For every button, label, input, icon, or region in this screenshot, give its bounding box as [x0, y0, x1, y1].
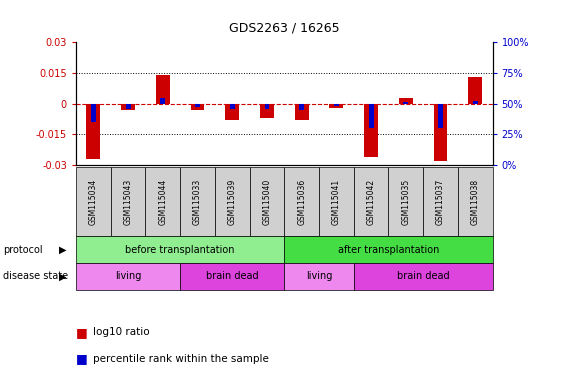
Bar — [91, 104, 96, 122]
Bar — [156, 75, 170, 104]
Text: GSM115043: GSM115043 — [124, 179, 132, 225]
Bar — [260, 104, 274, 118]
Bar — [334, 104, 339, 106]
Text: brain dead: brain dead — [206, 271, 258, 281]
Bar — [265, 104, 269, 109]
Bar — [225, 104, 239, 120]
Bar — [399, 98, 413, 104]
Text: brain dead: brain dead — [397, 271, 449, 281]
Bar — [121, 104, 135, 110]
Bar — [369, 104, 373, 128]
Text: GSM115041: GSM115041 — [332, 179, 341, 225]
Bar — [300, 104, 304, 110]
Text: ■: ■ — [76, 326, 88, 339]
Bar — [160, 98, 165, 104]
Bar — [473, 101, 477, 104]
Bar — [190, 104, 204, 110]
Bar — [364, 104, 378, 157]
Text: GSM115035: GSM115035 — [401, 179, 410, 225]
Bar — [195, 104, 200, 108]
Text: GSM115039: GSM115039 — [228, 179, 236, 225]
Text: GSM115038: GSM115038 — [471, 179, 480, 225]
Bar — [230, 104, 235, 109]
Text: GSM115040: GSM115040 — [262, 179, 271, 225]
Text: protocol: protocol — [3, 245, 42, 255]
Text: percentile rank within the sample: percentile rank within the sample — [93, 354, 269, 364]
Bar — [434, 104, 448, 161]
Text: GSM115034: GSM115034 — [89, 179, 98, 225]
Text: ▶: ▶ — [59, 271, 66, 281]
Bar — [329, 104, 343, 108]
Text: GSM115033: GSM115033 — [193, 179, 202, 225]
Text: living: living — [306, 271, 332, 281]
Bar — [468, 77, 482, 104]
Text: ▶: ▶ — [59, 245, 66, 255]
Text: GSM115037: GSM115037 — [436, 179, 445, 225]
Text: log10 ratio: log10 ratio — [93, 327, 150, 337]
Text: GSM115044: GSM115044 — [158, 179, 167, 225]
Bar — [87, 104, 100, 159]
Text: living: living — [115, 271, 141, 281]
Text: GSM115036: GSM115036 — [297, 179, 306, 225]
Text: disease state: disease state — [3, 271, 68, 281]
Text: ■: ■ — [76, 353, 88, 366]
Bar — [438, 104, 443, 128]
Bar — [404, 103, 408, 104]
Bar — [126, 104, 131, 109]
Text: before transplantation: before transplantation — [126, 245, 235, 255]
Text: after transplantation: after transplantation — [338, 245, 439, 255]
Text: GSM115042: GSM115042 — [367, 179, 376, 225]
Text: GDS2263 / 16265: GDS2263 / 16265 — [229, 22, 339, 35]
Bar — [295, 104, 309, 120]
